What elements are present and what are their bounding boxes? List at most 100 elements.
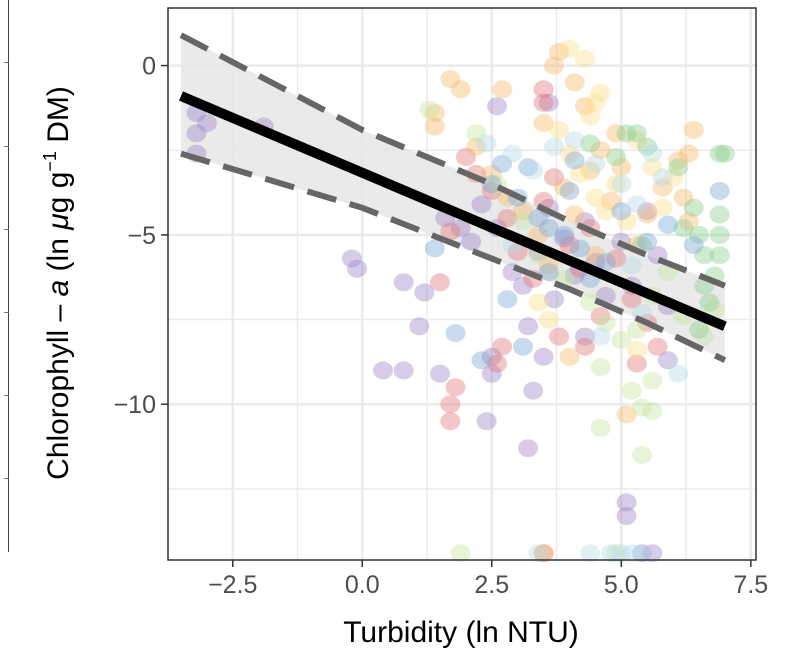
data-point [455,148,476,166]
data-point [590,141,611,160]
data-point [709,225,730,244]
data-point [632,544,652,563]
data-point [689,225,709,244]
data-point [554,178,575,197]
data-point [626,195,647,214]
data-point [341,249,362,268]
data-point [626,124,647,143]
data-point [616,405,637,424]
data-point [590,358,611,376]
regression-lines [179,32,727,363]
data-point [611,175,632,194]
y-axis-ticks: 0 −5 −10 [114,53,168,419]
data-point [642,158,663,177]
data-point [393,361,414,380]
y-axis-title-part: Chlorophyll – [42,296,75,479]
data-point [626,320,647,339]
data-point [632,398,652,417]
ci-upper-line [179,32,726,289]
data-point [523,381,544,400]
y-axis-title-part: a [42,280,75,297]
data-point [347,259,368,278]
data-point [673,188,694,207]
data-point [616,493,637,512]
confidence-band [181,35,725,361]
data-point [564,131,585,150]
data-point [575,327,595,346]
data-point [487,354,507,373]
data-point [440,70,461,89]
data-point [621,256,642,275]
data-point [637,202,658,221]
data-point [549,327,570,346]
data-point [663,168,684,187]
adjacent-panel-tick [4,478,9,479]
data-point [440,222,461,241]
ci-lower-line [180,150,727,363]
data-point [559,39,580,58]
data-point [492,80,513,99]
data-point [637,232,658,251]
data-point [611,158,632,177]
data-point [621,290,642,309]
data-point [538,263,559,282]
data-point [440,395,461,414]
data-point [414,283,435,302]
data-point [642,371,663,390]
data-point [424,239,445,258]
data-point [657,215,678,234]
data-point [533,114,554,133]
data-point [580,134,601,153]
x-axis-ticks: −2.5 0.0 2.5 5.0 7.5 [208,560,768,599]
confidence-band-area [181,35,725,361]
data-point [580,293,601,312]
data-point [481,164,502,183]
data-point [678,212,699,231]
adjacent-panel-tick [4,62,9,63]
data-point [512,212,533,231]
data-point [419,100,440,119]
data-point [533,544,554,563]
data-point [642,544,663,563]
data-point [450,219,471,238]
data-point [616,212,637,231]
data-point [606,148,627,166]
data-point [709,144,730,163]
data-point [590,307,611,326]
data-point [709,205,730,224]
y-tick-label: −10 [114,391,156,419]
data-point [471,351,492,370]
data-point [585,188,606,207]
data-point [476,134,497,153]
data-point [518,158,539,177]
data-point [492,154,513,173]
data-point [652,198,673,217]
y-axis-title-part: (ln [42,230,75,280]
data-point [533,347,554,366]
data-point [424,117,445,136]
data-point [580,161,601,180]
data-point [507,242,528,261]
data-point [564,266,585,285]
data-point [544,168,564,187]
data-point [683,236,704,255]
data-point [549,43,570,61]
adjacent-panel-edge [0,0,10,560]
data-point [445,324,466,343]
data-point [533,544,554,563]
data-point [559,144,580,163]
data-point [632,544,652,563]
y-tick-label: 0 [142,53,156,81]
data-point [538,219,559,238]
data-point [533,93,554,112]
data-point [450,80,471,99]
data-point [600,544,621,563]
data-point [626,131,647,150]
y-axis-title-part: μ [42,213,75,230]
data-point [637,205,658,224]
data-point [528,225,549,244]
data-point [564,151,585,170]
data-point [714,144,735,163]
data-point [569,239,590,258]
data-point [590,418,611,437]
